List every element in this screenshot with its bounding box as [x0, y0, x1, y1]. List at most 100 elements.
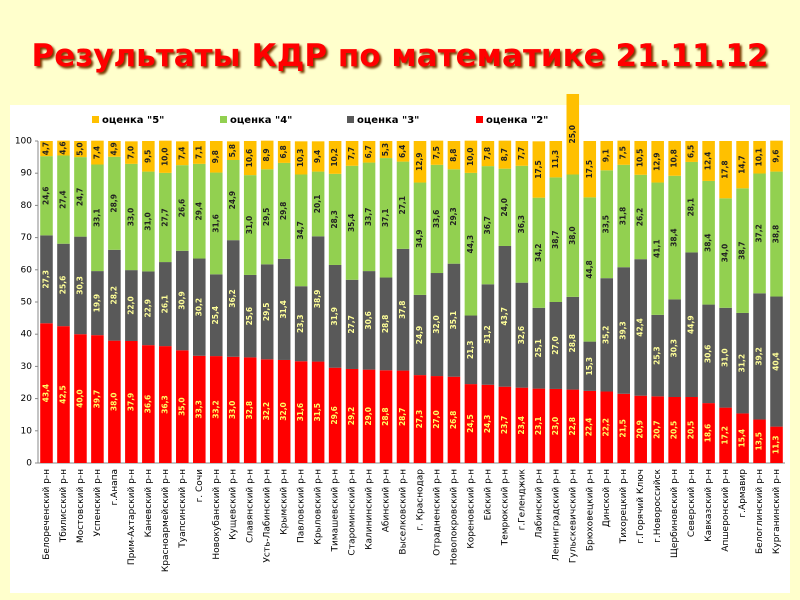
data-label: 31,5 — [313, 403, 322, 422]
bar-segment — [753, 141, 766, 174]
x-tick-label: Белореченский р-н — [42, 469, 52, 560]
data-label: 41,1 — [653, 239, 662, 258]
bar-segment — [753, 173, 766, 294]
data-label: 19,9 — [92, 294, 101, 313]
data-label: 24,5 — [466, 414, 475, 433]
x-tick-label: Тихорецкий р-н — [619, 469, 629, 545]
data-label: 5,8 — [228, 144, 237, 157]
bar-segment — [243, 175, 257, 275]
x-tick-label: Староминский р-н — [348, 469, 358, 556]
data-label: 43,7 — [500, 307, 509, 326]
bar-segment — [770, 296, 783, 427]
legend-swatch — [220, 116, 227, 123]
data-label: 40,0 — [75, 389, 84, 408]
data-label: 38,4 — [704, 233, 713, 252]
y-tick-label: 10 — [21, 426, 33, 436]
data-label: 12,9 — [415, 153, 424, 172]
data-label: 30,6 — [364, 311, 373, 330]
data-label: 21,3 — [466, 341, 475, 360]
bar-segment — [617, 140, 630, 165]
data-label: 39,2 — [755, 347, 764, 366]
x-tick-label: Ейский р-н — [483, 469, 493, 520]
data-label: 38,0 — [109, 393, 118, 412]
data-label: 31,0 — [721, 348, 730, 367]
data-label: 4,7 — [41, 142, 50, 155]
bar-segment — [193, 258, 206, 356]
x-tick-label: Апшеронский р-н — [721, 469, 731, 552]
bar-segment — [311, 361, 325, 463]
x-tick-label: Северский р-н — [687, 469, 697, 537]
bar-segment — [159, 346, 172, 463]
bar-segment — [91, 164, 104, 272]
bar-segment — [294, 361, 308, 463]
bar-segment — [464, 315, 478, 385]
bar-segment — [515, 165, 529, 283]
bar-segment — [719, 198, 732, 308]
data-label: 28,8 — [568, 334, 577, 353]
data-label: 6,4 — [398, 145, 407, 158]
bar-segment — [583, 197, 597, 342]
bar-segment — [176, 165, 189, 251]
bar-segment — [159, 140, 172, 173]
data-label: 7,8 — [483, 147, 492, 160]
bar-segment — [566, 296, 580, 390]
x-tick-label: Брюховецкий р-н — [585, 469, 595, 551]
data-label: 32,8 — [245, 401, 254, 420]
data-label: 22,4 — [585, 418, 594, 437]
bar-segment — [40, 235, 53, 324]
bar-segment — [600, 278, 614, 392]
data-label: 29,2 — [347, 407, 356, 426]
data-label: 28,9 — [109, 194, 118, 213]
bar-segment — [413, 375, 427, 463]
bar-segment — [345, 141, 359, 166]
data-label: 29,4 — [194, 202, 203, 221]
data-label: 32,6 — [517, 326, 526, 345]
bar-segment — [294, 141, 308, 175]
bar-segment — [481, 141, 495, 167]
data-label: 22,8 — [568, 417, 577, 436]
bar-segment — [736, 413, 749, 463]
data-label: 38,9 — [313, 290, 322, 309]
bar-segment — [566, 174, 580, 297]
bar-segment — [142, 141, 155, 172]
data-label: 33,3 — [194, 400, 203, 419]
bar-segment — [226, 141, 240, 160]
data-label: 39,3 — [619, 321, 628, 340]
data-label: 9,8 — [211, 150, 220, 163]
data-label: 36,6 — [143, 395, 152, 414]
bar-segment — [464, 384, 478, 463]
x-tick-label: Белоглинский р-н — [755, 469, 765, 554]
data-label: 25,6 — [245, 307, 254, 326]
bar-segment — [159, 172, 172, 263]
bar-segment — [668, 141, 681, 176]
bar-segment — [193, 355, 206, 463]
data-label: 29,0 — [364, 407, 373, 426]
data-label: 37,8 — [398, 300, 407, 319]
bar-segment — [583, 390, 597, 463]
bar-segment — [277, 162, 291, 259]
bar-segment — [702, 304, 715, 404]
bar-segment — [515, 141, 529, 166]
bar-segment — [668, 175, 681, 300]
bar-segment — [74, 141, 87, 158]
data-label: 27,0 — [551, 336, 560, 355]
data-label: 37,1 — [381, 209, 390, 228]
data-label: 33,0 — [126, 208, 135, 227]
bar-segment — [142, 171, 155, 272]
bar-segment — [447, 263, 461, 377]
data-label: 17,2 — [721, 426, 730, 445]
data-label: 32,0 — [432, 315, 441, 334]
data-label: 31,4 — [279, 300, 288, 319]
bar-segment — [396, 161, 410, 249]
data-label: 29,6 — [330, 406, 339, 425]
data-label: 31,8 — [619, 207, 628, 226]
data-label: 27,0 — [432, 410, 441, 429]
data-label: 29,5 — [262, 208, 271, 227]
data-label: 42,4 — [636, 318, 645, 337]
bar-segment — [668, 396, 681, 463]
data-label: 7,5 — [432, 146, 441, 159]
x-tick-label: Динской р-н — [602, 469, 612, 527]
bar-segment — [379, 370, 393, 463]
bar-segment — [193, 141, 206, 164]
bar-segment — [193, 163, 206, 259]
